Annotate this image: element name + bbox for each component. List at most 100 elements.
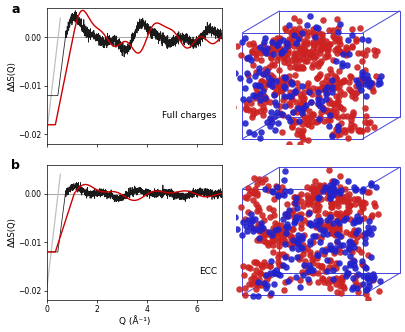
Point [329, 204, 335, 209]
Point [321, 183, 327, 188]
Point [272, 100, 278, 105]
Point [358, 261, 365, 267]
Point [254, 238, 261, 243]
Point [357, 209, 363, 214]
Point [360, 205, 367, 210]
Point [333, 265, 339, 271]
Point [354, 89, 360, 94]
Point [351, 228, 357, 233]
Point [302, 106, 308, 111]
Point [243, 223, 249, 228]
Point [262, 67, 268, 72]
Point [318, 235, 325, 240]
Point [261, 72, 267, 77]
Point [265, 81, 272, 87]
Point [327, 195, 333, 201]
Point [318, 109, 324, 115]
Point [312, 224, 319, 229]
Point [357, 249, 364, 254]
Point [334, 132, 340, 137]
Point [306, 14, 313, 19]
Point [281, 86, 288, 91]
Point [356, 129, 362, 134]
Point [336, 39, 343, 44]
Point [365, 218, 372, 224]
Point [329, 230, 336, 235]
Point [245, 186, 251, 191]
Point [307, 222, 313, 227]
Point [325, 109, 332, 114]
Point [346, 197, 352, 202]
Point [342, 127, 348, 133]
Point [333, 282, 339, 287]
Point [249, 48, 255, 53]
Point [286, 93, 292, 99]
Point [364, 230, 370, 236]
Point [340, 106, 346, 112]
Point [304, 245, 311, 251]
Point [352, 187, 359, 193]
Point [290, 109, 296, 114]
Point [304, 211, 311, 216]
Point [308, 196, 315, 202]
Point [371, 201, 377, 206]
Point [297, 45, 303, 51]
Point [257, 235, 263, 240]
Point [264, 69, 270, 74]
Point [320, 185, 326, 190]
Point [289, 244, 295, 249]
Point [352, 265, 358, 271]
Point [284, 50, 291, 55]
Point [350, 241, 356, 246]
Point [341, 78, 347, 83]
Point [331, 250, 338, 256]
Point [298, 132, 305, 137]
Point [308, 112, 315, 118]
Point [264, 277, 270, 282]
Point [347, 216, 353, 222]
Point [265, 206, 272, 211]
Point [337, 284, 343, 289]
Point [237, 76, 243, 81]
Point [334, 230, 340, 235]
Point [269, 119, 275, 124]
Point [317, 104, 323, 109]
Point [254, 224, 261, 230]
Point [365, 280, 372, 285]
Point [294, 205, 301, 210]
Point [303, 52, 310, 57]
Point [292, 218, 298, 223]
Point [273, 230, 279, 236]
Point [373, 184, 379, 190]
Point [310, 30, 316, 35]
Point [306, 88, 312, 93]
Point [280, 217, 287, 222]
Point [360, 75, 366, 80]
Point [346, 79, 352, 85]
Point [321, 224, 328, 230]
Point [254, 221, 261, 227]
Point [281, 192, 288, 198]
Point [291, 90, 297, 96]
Point [296, 141, 303, 146]
Point [260, 280, 267, 285]
Point [281, 178, 288, 183]
Point [287, 31, 294, 36]
Point [256, 83, 263, 89]
Point [276, 243, 282, 249]
Point [335, 47, 341, 52]
Point [257, 97, 263, 103]
Point [270, 237, 276, 242]
Point [326, 27, 333, 33]
Point [316, 183, 323, 189]
Point [376, 288, 383, 293]
Point [257, 91, 264, 96]
Point [294, 32, 301, 38]
Point [327, 196, 333, 201]
Point [252, 95, 259, 100]
Point [314, 214, 321, 219]
Point [354, 65, 360, 70]
Point [334, 99, 340, 105]
Point [330, 189, 337, 194]
Point [333, 210, 339, 215]
